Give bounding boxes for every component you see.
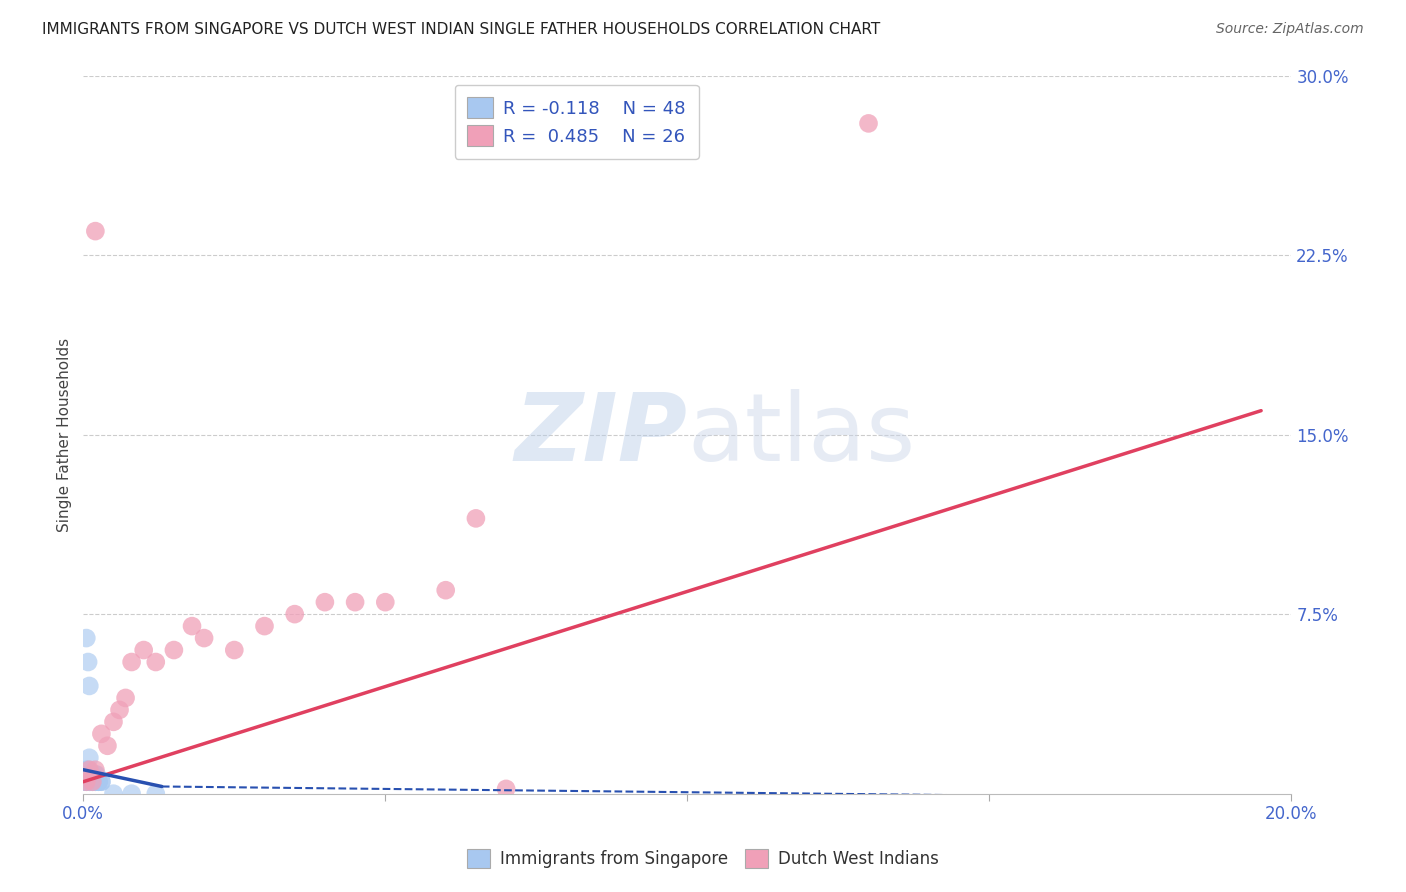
- Text: Source: ZipAtlas.com: Source: ZipAtlas.com: [1216, 22, 1364, 37]
- Point: [79, 763, 101, 777]
- Point: [253, 619, 276, 633]
- Point: [86, 767, 108, 781]
- Point: [314, 595, 336, 609]
- Point: [77, 767, 100, 781]
- Point: [84, 774, 107, 789]
- Point: [75, 774, 97, 789]
- Point: [79, 774, 101, 789]
- Point: [75, 774, 97, 789]
- Point: [87, 774, 110, 789]
- Point: [84, 767, 107, 781]
- Point: [132, 643, 155, 657]
- Point: [75, 774, 97, 789]
- Point: [96, 739, 118, 753]
- Point: [84, 774, 107, 789]
- Point: [76, 774, 98, 789]
- Point: [75, 774, 97, 789]
- Point: [103, 787, 125, 801]
- Point: [75, 767, 97, 781]
- Point: [75, 774, 97, 789]
- Point: [121, 787, 143, 801]
- Point: [79, 774, 101, 789]
- Legend: Immigrants from Singapore, Dutch West Indians: Immigrants from Singapore, Dutch West In…: [460, 842, 946, 875]
- Point: [82, 774, 104, 789]
- Point: [79, 774, 101, 789]
- Point: [79, 679, 101, 693]
- Point: [82, 767, 104, 781]
- Point: [121, 655, 143, 669]
- Point: [82, 774, 104, 789]
- Point: [83, 774, 105, 789]
- Point: [145, 787, 167, 801]
- Point: [114, 690, 136, 705]
- Point: [374, 595, 396, 609]
- Point: [79, 774, 101, 789]
- Point: [75, 774, 97, 789]
- Text: ZIP: ZIP: [515, 389, 688, 481]
- Text: atlas: atlas: [688, 389, 915, 481]
- Text: IMMIGRANTS FROM SINGAPORE VS DUTCH WEST INDIAN SINGLE FATHER HOUSEHOLDS CORRELAT: IMMIGRANTS FROM SINGAPORE VS DUTCH WEST …: [42, 22, 880, 37]
- Point: [79, 774, 101, 789]
- Point: [87, 774, 110, 789]
- Point: [79, 774, 101, 789]
- Point: [90, 774, 112, 789]
- Legend: R = -0.118    N = 48, R =  0.485    N = 26: R = -0.118 N = 48, R = 0.485 N = 26: [454, 85, 699, 159]
- Point: [84, 774, 107, 789]
- Point: [77, 763, 100, 777]
- Point: [858, 116, 880, 130]
- Point: [87, 774, 110, 789]
- Point: [103, 714, 125, 729]
- Point: [224, 643, 246, 657]
- Point: [84, 774, 107, 789]
- Point: [84, 774, 107, 789]
- Point: [84, 763, 107, 777]
- Point: [193, 631, 215, 645]
- Point: [82, 774, 104, 789]
- Point: [434, 583, 457, 598]
- Point: [87, 774, 110, 789]
- Point: [181, 619, 204, 633]
- Point: [108, 703, 131, 717]
- Point: [82, 774, 104, 789]
- Point: [79, 751, 101, 765]
- Point: [77, 655, 100, 669]
- Point: [495, 781, 517, 796]
- Point: [77, 767, 100, 781]
- Point: [82, 774, 104, 789]
- Y-axis label: Single Father Households: Single Father Households: [58, 337, 72, 532]
- Point: [284, 607, 307, 621]
- Point: [82, 774, 104, 789]
- Point: [84, 224, 107, 238]
- Point: [90, 727, 112, 741]
- Point: [344, 595, 367, 609]
- Point: [79, 774, 101, 789]
- Point: [80, 774, 103, 789]
- Point: [83, 774, 105, 789]
- Point: [75, 631, 97, 645]
- Point: [90, 774, 112, 789]
- Point: [163, 643, 186, 657]
- Point: [464, 511, 486, 525]
- Point: [76, 774, 98, 789]
- Point: [75, 763, 97, 777]
- Point: [145, 655, 167, 669]
